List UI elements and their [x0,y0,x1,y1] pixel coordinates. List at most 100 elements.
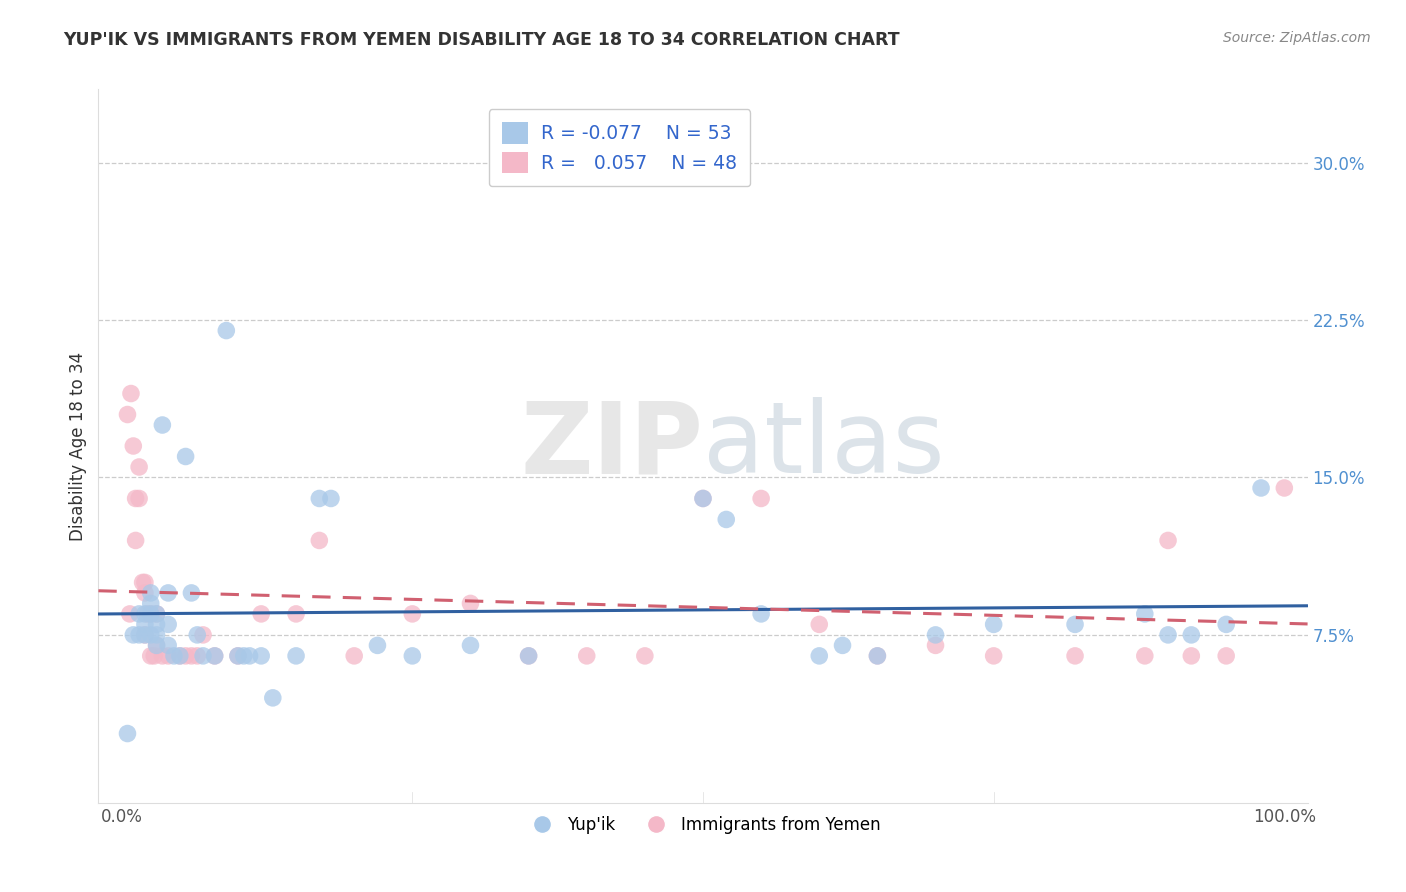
Point [262,690,284,705]
Point [692,491,714,506]
Point [401,648,423,663]
Point [1215,648,1237,663]
Text: atlas: atlas [703,398,945,494]
Point [139,596,162,610]
Point [250,607,273,621]
Point [983,617,1005,632]
Text: YUP'IK VS IMMIGRANTS FROM YEMEN DISABILITY AGE 18 TO 34 CORRELATION CHART: YUP'IK VS IMMIGRANTS FROM YEMEN DISABILI… [63,31,900,49]
Point [139,586,162,600]
Point [1157,533,1180,548]
Point [180,586,202,600]
Point [191,628,214,642]
Point [157,586,180,600]
Point [517,648,540,663]
Point [831,639,853,653]
Point [285,607,308,621]
Point [1157,628,1180,642]
Point [575,648,598,663]
Point [169,648,191,663]
Point [157,639,180,653]
Point [143,648,166,663]
Point [145,628,167,642]
Point [186,648,208,663]
Point [134,628,156,642]
Point [186,628,208,642]
Point [120,386,142,401]
Point [124,491,146,506]
Point [401,607,423,621]
Point [749,607,772,621]
Point [150,648,173,663]
Point [169,648,191,663]
Point [128,491,150,506]
Point [139,628,162,642]
Point [204,648,226,663]
Point [239,648,262,663]
Point [319,491,342,506]
Point [145,617,167,632]
Point [924,639,946,653]
Point [226,648,249,663]
Point [308,533,330,548]
Point [1064,648,1087,663]
Point [134,575,156,590]
Point [308,491,330,506]
Point [134,607,156,621]
Point [157,617,180,632]
Point [983,648,1005,663]
Point [139,607,162,621]
Point [134,617,156,632]
Point [174,450,197,464]
Point [692,491,714,506]
Point [1180,628,1202,642]
Text: ZIP: ZIP [520,398,703,494]
Point [1250,481,1272,495]
Text: Source: ZipAtlas.com: Source: ZipAtlas.com [1223,31,1371,45]
Point [136,607,159,621]
Point [1133,648,1156,663]
Point [191,648,214,663]
Point [1272,481,1295,495]
Point [134,586,156,600]
Point [924,628,946,642]
Point [1180,648,1202,663]
Point [226,648,249,663]
Point [232,648,254,663]
Point [215,324,238,338]
Point [808,648,831,663]
Point [1215,617,1237,632]
Point [460,596,482,610]
Point [131,575,153,590]
Point [517,648,540,663]
Point [1064,617,1087,632]
Point [145,607,167,621]
Point [117,726,139,740]
Point [128,628,150,642]
Point [128,460,150,475]
Y-axis label: Disability Age 18 to 34: Disability Age 18 to 34 [69,351,87,541]
Point [343,648,366,663]
Point [163,648,186,663]
Point [866,648,889,663]
Point [180,648,202,663]
Point [250,648,273,663]
Point [145,639,167,653]
Point [808,617,831,632]
Point [124,533,146,548]
Point [634,648,657,663]
Point [139,607,162,621]
Point [460,639,482,653]
Point [866,648,889,663]
Point [139,648,162,663]
Point [128,607,150,621]
Point [749,491,772,506]
Point [716,512,738,526]
Point [150,417,173,432]
Legend: Yup'ik, Immigrants from Yemen: Yup'ik, Immigrants from Yemen [519,810,887,841]
Point [1133,607,1156,621]
Point [117,408,139,422]
Point [157,648,180,663]
Point [122,628,145,642]
Point [118,607,141,621]
Point [134,628,156,642]
